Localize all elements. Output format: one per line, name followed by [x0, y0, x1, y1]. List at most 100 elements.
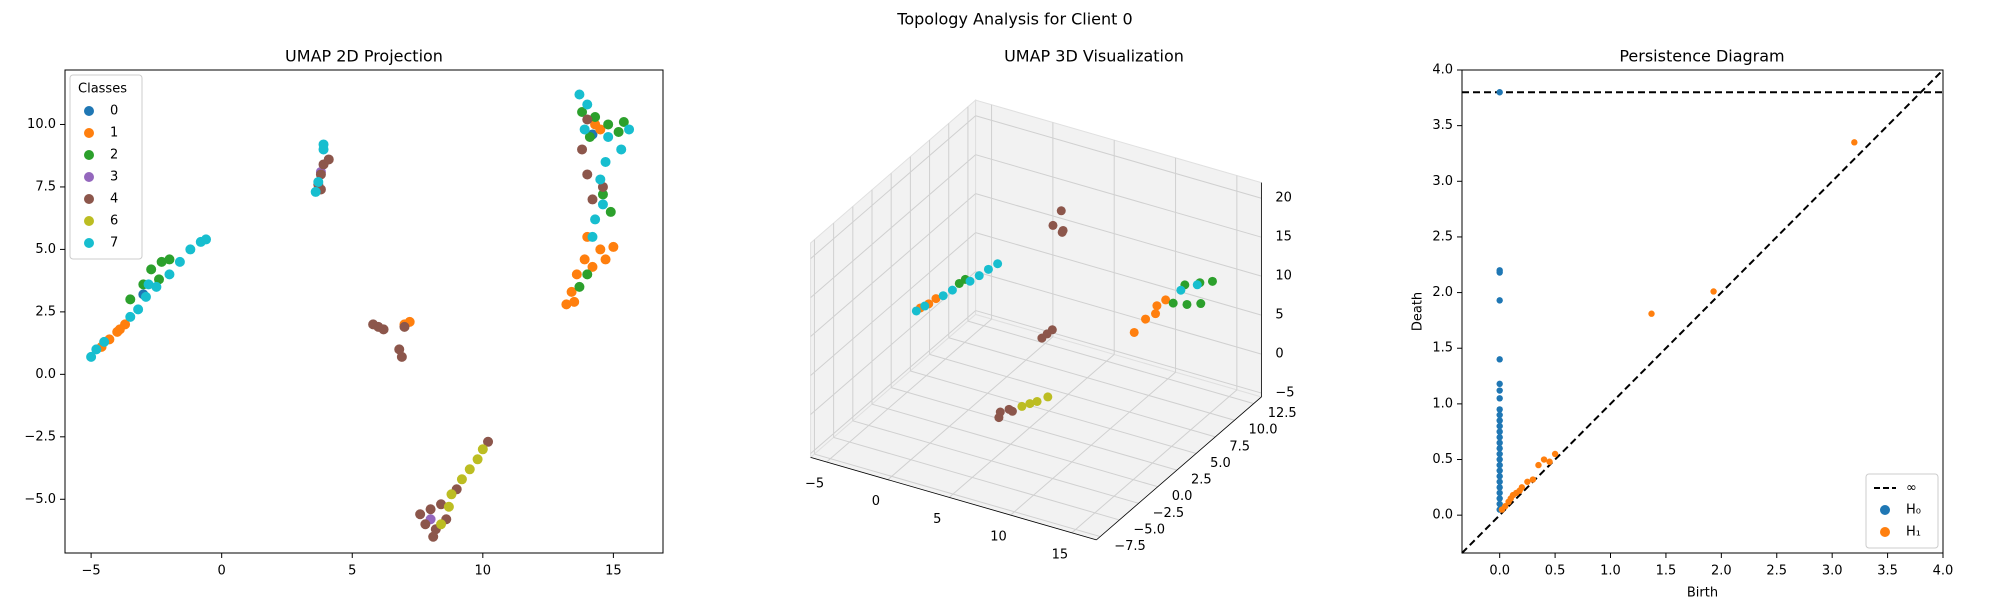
legend-marker [84, 238, 94, 248]
grid-line [833, 436, 1120, 521]
point [86, 351, 97, 362]
point [323, 154, 334, 165]
point [164, 254, 175, 265]
point [1496, 456, 1503, 463]
point [1496, 495, 1503, 502]
legend-label: 2 [110, 148, 118, 163]
grid-line [910, 370, 1197, 454]
y-tick-label: 10.0 [27, 117, 56, 132]
point [1496, 417, 1503, 424]
point [603, 131, 614, 142]
legend-label: 3 [110, 170, 118, 185]
x-tick-label: 0.0 [1489, 564, 1510, 579]
point [911, 306, 921, 316]
point [1496, 484, 1503, 491]
point [399, 321, 410, 332]
point [608, 241, 619, 252]
point [1141, 314, 1151, 324]
point [1496, 395, 1503, 402]
point [456, 474, 467, 485]
point [595, 124, 606, 135]
point [140, 291, 151, 302]
y-tick-label: 5.0 [1210, 456, 1231, 471]
point [920, 301, 930, 311]
point [983, 264, 993, 274]
point [1151, 309, 1161, 319]
point [566, 286, 577, 297]
point [436, 499, 447, 510]
y-tick-label: 3.5 [1432, 118, 1453, 133]
x-tick-label: 0 [218, 564, 226, 579]
point [1524, 478, 1531, 485]
legend-label: 7 [110, 236, 118, 251]
y-tick-label: 4.0 [1432, 63, 1453, 78]
point [420, 519, 431, 530]
point [1496, 467, 1503, 474]
point [600, 254, 611, 265]
point [1496, 478, 1503, 485]
point [577, 144, 588, 155]
legend-label: H₀ [1906, 503, 1921, 518]
point [1056, 206, 1066, 216]
point [1496, 428, 1503, 435]
y-tick-label: 1.5 [1432, 341, 1453, 356]
y-tick-label: 7.5 [35, 179, 56, 194]
point [477, 444, 488, 455]
point [574, 89, 585, 100]
point [1043, 392, 1053, 402]
point [185, 244, 196, 255]
point [931, 294, 941, 304]
point [595, 244, 606, 255]
legend-box [69, 74, 143, 260]
point [164, 269, 175, 280]
legend-marker [84, 194, 94, 204]
point [571, 269, 582, 280]
chart-title: Persistence Diagram [1619, 47, 1784, 66]
point [1648, 310, 1655, 317]
point [938, 291, 948, 301]
grid-line [871, 403, 1158, 488]
point [584, 131, 595, 142]
point [1161, 295, 1171, 305]
point [1851, 139, 1858, 146]
grid-line [810, 154, 976, 298]
point [396, 351, 407, 362]
point [1196, 299, 1206, 309]
grid-line [975, 310, 1262, 394]
legend-label: H₁ [1906, 525, 1921, 540]
grid-line [967, 320, 1254, 405]
figure-title: Topology Analysis for Client 0 [896, 10, 1132, 29]
point [1032, 396, 1042, 406]
x-tick-label: −5 [82, 564, 101, 579]
x-tick-label: −5 [805, 476, 824, 491]
point [1496, 387, 1503, 394]
x-tick-label: 2.0 [1711, 564, 1732, 579]
y-tick-label: −7.5 [1114, 539, 1146, 554]
diagonal [1461, 69, 1944, 554]
grid-line [810, 310, 976, 454]
point [1535, 461, 1542, 469]
legend-label: ∞ [1906, 481, 1917, 496]
legend-label: 4 [110, 192, 118, 207]
point [1048, 220, 1058, 230]
legend-marker [1880, 505, 1890, 515]
legend-marker [84, 216, 94, 226]
x-tick-label: 5 [348, 564, 356, 579]
point [613, 126, 624, 137]
point [1496, 380, 1503, 388]
point [1496, 450, 1503, 458]
point [1496, 489, 1503, 497]
legend-marker [84, 106, 94, 116]
y-tick-label: 2.5 [1191, 473, 1212, 488]
y-tick-label: 1.0 [1432, 396, 1453, 411]
z-tick-label: 15 [1275, 230, 1292, 245]
point [603, 119, 614, 130]
point [436, 519, 447, 530]
point [310, 186, 321, 197]
legend-box [1865, 473, 1939, 549]
point [587, 194, 598, 205]
grid-line [810, 271, 976, 415]
x-tick-label: 3.0 [1822, 564, 1843, 579]
point [464, 464, 475, 475]
point [579, 254, 590, 265]
